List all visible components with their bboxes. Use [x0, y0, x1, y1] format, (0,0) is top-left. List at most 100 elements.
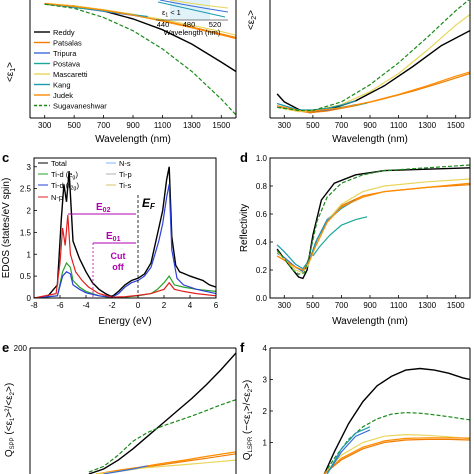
panel-b-xlabel: Wavelength (nm) — [332, 134, 408, 145]
legend-c-total: Total — [51, 159, 67, 168]
panel-c-series-n-p — [34, 214, 216, 298]
panel-d-xtick-label: 700 — [335, 301, 349, 310]
panel-d-ytick-label: 1.0 — [256, 154, 268, 163]
panel-d-xtick-label: 1100 — [390, 301, 408, 310]
panel-a-xlabel: Wavelength (nm) — [95, 134, 171, 145]
panel-a-series-sugavaneshwar — [44, 3, 236, 116]
panel-b-xtick-label: 1100 — [390, 121, 408, 130]
panel-a-xtick-label: 1100 — [154, 121, 172, 130]
panel-f-ytick-label: 4 — [263, 344, 268, 353]
panel-b-series-kang — [276, 100, 356, 111]
panel-c-xtick-label: -2 — [108, 301, 116, 310]
panel-e-ylabel: QSPP (<ε1>2/<ε2>) — [4, 383, 16, 457]
panel-c-xlabel: Energy (eV) — [98, 316, 151, 327]
panel-a-inset: ε1 < 1 440 480 520 Wavelength (nm) — [156, 0, 229, 37]
panel-a-xtick-label: 300 — [38, 121, 52, 130]
panel-d-xtick-label: 500 — [306, 301, 320, 310]
panel-f-series-sugavaneshwar — [323, 411, 470, 474]
panel-c-ytick-label: 0.5 — [20, 272, 32, 281]
panel-d-xtick-label: 1300 — [418, 301, 436, 310]
ef-label: EF — [142, 196, 156, 211]
panel-d-ylabel: Reflectivity — [239, 204, 250, 252]
panel-b-xtick-label: 1300 — [418, 121, 436, 130]
panel-c-series-ti-d-t2g — [34, 184, 216, 298]
panel-c-ytick-label: 2.5 — [20, 185, 32, 194]
panel-b-series-sugavaneshwar — [277, 0, 470, 112]
panel-f-series-patsalas — [323, 438, 470, 474]
panel-d-ytick-label: 0.4 — [256, 238, 268, 247]
panel-d-ytick-label: 0.0 — [256, 294, 268, 303]
panel-c-legend: Total N-s Ti-d (eg) Ti-p Ti-d (t2g) Ti-s… — [38, 159, 132, 202]
inset-tick-2: 480 — [183, 20, 196, 29]
panel-c-xtick-label: -8 — [30, 301, 38, 310]
legend-a-tripura: Tripura — [53, 49, 77, 58]
legend-a-kang: Kang — [53, 81, 71, 90]
panel-a-series-judek — [44, 2, 236, 40]
legend-a-sugavaneshwar: Sugavaneshwar — [53, 102, 107, 111]
panel-c-ytick-label: 0 — [27, 294, 32, 303]
panel-a: 300 500 700 900 1100 1300 1500 <ε1> Wavelength… — [5, 0, 237, 145]
panel-c-ylabel: EDOS (states/eV spin) — [1, 178, 12, 279]
panel-f-ytick-label: 3 — [263, 376, 268, 385]
panel-f: f 1 2 3 4 QLSPR (−<ε1>/<ε2>) — [240, 340, 471, 474]
panel-d-series-tripura — [276, 199, 356, 273]
panel-d-xlabel: Wavelength (nm) — [332, 316, 408, 327]
panel-d-xtick-label: 1500 — [447, 301, 465, 310]
inset-tick-3: 520 — [209, 20, 222, 29]
panel-f-series-judek — [323, 437, 470, 474]
inset-curve-3 — [169, 0, 229, 9]
inset-tick-1: 440 — [157, 20, 170, 29]
panel-b-xtick-label: 500 — [306, 121, 320, 130]
legend-c-tid-t2g: Ti-d (t2g) — [51, 181, 79, 192]
panel-d-series-judek — [276, 182, 470, 271]
panel-c-ytick-label: 2 — [27, 207, 32, 216]
panel-d-label: d — [240, 150, 248, 165]
panel-c-annotations: EF E02 E01 Cut off — [68, 195, 156, 298]
panel-c-xtick-label: -4 — [82, 301, 90, 310]
panel-a-ylabel: <ε1> — [5, 62, 17, 82]
panel-c-ytick-label: 3 — [27, 163, 32, 172]
panel-b-xtick-label: 300 — [278, 121, 292, 130]
panel-f-series-mascaretti — [323, 433, 470, 474]
panel-f-series-kang — [326, 426, 371, 474]
panel-c-xtick-label: 0 — [136, 301, 141, 310]
panel-b-series-reddy — [276, 29, 470, 114]
legend-c-np: N-p — [51, 193, 63, 202]
panel-e-series-tripura — [103, 465, 148, 474]
panel-e: e 200 QSPP (<ε1>2/<ε2>) — [2, 340, 237, 474]
panel-c-ytick-label: 1.5 — [20, 228, 32, 237]
inset-curve-1 — [157, 1, 226, 18]
panel-d-series-mascaretti — [276, 178, 470, 274]
panel-b-xtick-label: 900 — [363, 121, 377, 130]
panel-c-xtick-label: 6 — [214, 301, 219, 310]
panel-d: d 300 500 700 900 1100 1300 1500 0.0 0.2 0.4 0.6 0.… — [239, 150, 471, 327]
panel-e-ytick-label: 200 — [14, 344, 28, 353]
cutoff-label-2: off — [112, 262, 124, 272]
panel-b-series-patsalas — [276, 72, 470, 114]
panel-c-series-total — [34, 166, 216, 298]
legend-a-mascaretti: Mascaretti — [53, 70, 88, 79]
panel-b-xtick-label: 700 — [335, 121, 349, 130]
panel-b-series-mascaretti — [276, 14, 470, 113]
panel-d-ytick-label: 0.2 — [256, 266, 268, 275]
inset-annotation: ε1 < 1 — [162, 8, 181, 19]
legend-a-postava: Postava — [53, 60, 81, 69]
panel-f-label: f — [240, 340, 245, 355]
panel-c: c -8 -6 -4 -2 0 2 4 6 0 0.5 1 1.5 2 2.5 3 EDOS (states… — [1, 150, 219, 327]
panel-c-xtick-label: -6 — [56, 301, 64, 310]
panel-e-label: e — [2, 340, 9, 355]
panel-c-frame — [33, 157, 217, 299]
panel-f-ytick-label: 1 — [263, 439, 268, 448]
panel-b-xtick-label: 1500 — [447, 121, 465, 130]
panel-e-series-reddy — [88, 352, 236, 474]
legend-c-tip: Ti-p — [119, 170, 132, 179]
panel-c-ytick-label: 1 — [27, 250, 32, 259]
inset-curve-2 — [159, 0, 229, 13]
legend-c-ns: N-s — [119, 159, 131, 168]
e01-label: E01 — [106, 231, 121, 243]
e02-label: E02 — [96, 202, 111, 214]
panel-e-series-sugavaneshwar — [88, 399, 236, 473]
legend-a-judek: Judek — [53, 91, 73, 100]
